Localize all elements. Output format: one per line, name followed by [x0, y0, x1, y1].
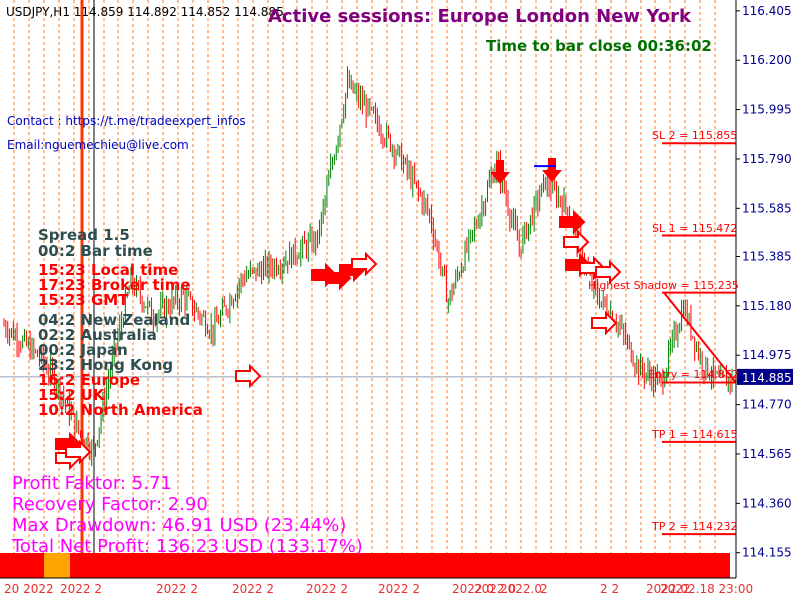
level-label: Highest Shadow = 115.235 [588, 278, 739, 292]
candles [3, 66, 733, 467]
time-tick-label: 2022.02.18 23:00 [646, 582, 753, 596]
stat-line: Max Drawdown: 46.91 USD (23.44%) [12, 515, 347, 536]
right-arrow [591, 310, 618, 336]
time-tick-label: 2022 2 [60, 582, 102, 596]
price-tick-label: 114.975 [742, 348, 792, 362]
price-tick-label: 115.180 [742, 299, 792, 313]
active-sessions-label: Active sessions: Europe London New York [268, 6, 691, 27]
right-arrow [595, 259, 622, 285]
session-info-line: 15:23 GMT [38, 291, 129, 309]
level-label: TP 1 = 114.615 [652, 427, 738, 441]
time-tick-label: 2022.0 [474, 582, 516, 596]
price-tick-label: 115.585 [742, 201, 792, 215]
price-tick-label: 115.995 [742, 103, 792, 117]
time-tick-label: 2022 2 [306, 582, 348, 596]
right-arrow [235, 363, 262, 389]
price-tick-label: 115.790 [742, 152, 792, 166]
stat-line: Recovery Factor: 2.90 [12, 494, 208, 515]
time-tick-label: 2 [540, 582, 548, 596]
time-tick-label: 2 2 [600, 582, 619, 596]
right-arrow [563, 229, 590, 255]
level-label: TP 2 = 114.232 [652, 520, 738, 534]
price-tick-label: 116.405 [742, 4, 792, 18]
price-tick-label: 116.200 [742, 53, 792, 67]
session-info-line: 00:2 Bar time [38, 242, 153, 260]
price-tick-label: 115.385 [742, 249, 792, 263]
time-axis: 20 2022 2022 2 2022 2 2022 2 2022 2 2022 2 202… [0, 577, 753, 596]
signal-arrows [55, 158, 622, 471]
session-info-line: 02:2 Australia [38, 326, 157, 344]
time-tick-label: 20 2022 [4, 582, 54, 596]
bar-close-timer: Time to bar close 00:36:02 [486, 37, 712, 55]
stat-line: Profit Faktor: 5.71 [12, 473, 172, 494]
time-tick-label: 2022 2 [378, 582, 420, 596]
price-tick-label: 114.155 [742, 546, 792, 560]
price-tick-label: 114.770 [742, 398, 792, 412]
down-arrow [490, 160, 510, 184]
symbol-info: USDJPY,H1 114.859 114.892 114.852 114.88… [6, 5, 284, 19]
session-info-line: 10:2 North America [38, 401, 203, 419]
time-tick-label: 2022.0 [500, 582, 542, 596]
contact-text: Contact : https://t.me/tradeexpert_infos [7, 114, 246, 128]
email-text: Email:nguemechieu@live.com [7, 138, 189, 152]
session-info-line: 23:2 Hong Kong [38, 356, 174, 374]
session-info-line: 04:2 New Zealand [38, 311, 191, 329]
time-tick-label: 2022 2 [156, 582, 198, 596]
session-info-line: 16:2 Europe [38, 371, 141, 389]
stat-line: Total Net Profit: 136.23 USD (133.17%) [12, 536, 363, 557]
level-label: Entry = 114.862 [648, 368, 739, 382]
session-info-line: 15:23 Local time [38, 261, 179, 279]
time-tick-label: 2022 2 [232, 582, 274, 596]
trend-line [663, 291, 737, 384]
trade-levels [662, 142, 736, 536]
down-arrow [542, 158, 562, 182]
price-tick-label: 114.360 [742, 496, 792, 510]
right-arrow [559, 209, 586, 235]
session-info-line: 00:2 Japan [38, 341, 128, 359]
time-tick-label: 2022 [660, 582, 691, 596]
level-label: SL 2 = 115.855 [652, 129, 738, 143]
session-lines [13, 0, 716, 578]
time-tick-label: 2022.0 [452, 582, 494, 596]
price-axis: 116.405 116.200 115.995 115.790 115.585 115.3… [735, 0, 793, 578]
current-price-tag [737, 368, 793, 385]
level-label: SL 1 = 115.472 [652, 221, 738, 235]
session-info-line: 15:2 UK [38, 386, 105, 404]
session-info-line: 17:23 Broker time [38, 276, 191, 294]
volume-bar-highlight [44, 553, 70, 578]
right-arrow [351, 251, 378, 277]
volume-bar-strip [0, 553, 730, 578]
current-price-label: 114.885 [742, 371, 792, 385]
right-arrow [65, 439, 92, 465]
price-tick-label: 114.565 [742, 447, 792, 461]
session-info-line: Spread 1.5 [38, 226, 130, 244]
